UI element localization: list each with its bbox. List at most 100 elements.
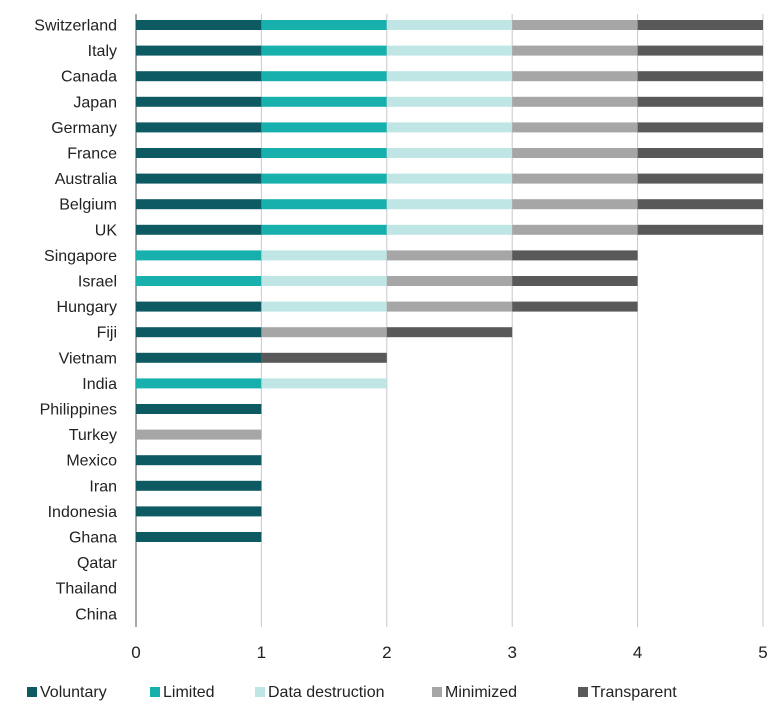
legend: Voluntary Limited Data destruction Minimize… bbox=[27, 684, 677, 701]
bar-ghana-voluntary bbox=[136, 532, 262, 542]
bar-canada-voluntary bbox=[136, 71, 262, 82]
bar-israel-transparent bbox=[512, 276, 638, 286]
category-label: Turkey bbox=[69, 427, 117, 444]
category-label: Canada bbox=[61, 69, 117, 86]
category-label: Hungary bbox=[57, 299, 117, 316]
category-label: Qatar bbox=[77, 555, 118, 572]
bar-belgium-minimized bbox=[512, 199, 638, 210]
legend-label-data-destruction: Data destruction bbox=[268, 684, 385, 701]
bar-germany-transparent bbox=[637, 122, 763, 133]
bar-vietnam-transparent bbox=[261, 352, 387, 363]
bar-india-limited bbox=[136, 378, 262, 389]
category-label: Singapore bbox=[44, 248, 117, 265]
bar-italy-transparent bbox=[637, 45, 763, 56]
bar-fiji-transparent bbox=[386, 327, 513, 338]
category-label: Germany bbox=[51, 120, 117, 137]
gridlines bbox=[135, 14, 764, 627]
x-tick-label: 4 bbox=[633, 643, 642, 662]
legend-swatch-transparent bbox=[578, 687, 588, 697]
bar-vietnam-voluntary bbox=[136, 352, 262, 363]
bar-australia-transparent bbox=[637, 173, 763, 184]
bar-australia-minimized bbox=[512, 173, 638, 184]
bar-switzerland-limited bbox=[261, 20, 387, 30]
bar-hungary-minimized bbox=[386, 301, 513, 312]
category-label: Japan bbox=[73, 94, 117, 111]
bar-france-data-destruction bbox=[386, 148, 513, 158]
bar-singapore-data-destruction bbox=[261, 250, 387, 261]
bar-switzerland-voluntary bbox=[136, 20, 262, 30]
bar-germany-minimized bbox=[512, 122, 638, 133]
category-label: Indonesia bbox=[48, 504, 117, 521]
legend-swatch-voluntary bbox=[27, 687, 37, 697]
bar-japan-limited bbox=[261, 96, 387, 107]
bar-switzerland-data-destruction bbox=[386, 20, 513, 30]
bar-belgium-voluntary bbox=[136, 199, 262, 210]
category-label: China bbox=[75, 606, 117, 623]
legend-swatch-data-destruction bbox=[255, 687, 265, 697]
bar-belgium-data-destruction bbox=[386, 199, 513, 210]
category-label: Philippines bbox=[40, 402, 117, 419]
bar-switzerland-transparent bbox=[637, 20, 763, 30]
bar-canada-transparent bbox=[637, 71, 763, 82]
bar-japan-minimized bbox=[512, 96, 638, 107]
category-label: Vietnam bbox=[59, 350, 117, 367]
bar-fiji-voluntary bbox=[136, 327, 262, 338]
bar-japan-data-destruction bbox=[386, 96, 513, 107]
category-label: Thailand bbox=[56, 581, 117, 598]
bar-hungary-transparent bbox=[512, 301, 638, 312]
bars bbox=[136, 20, 763, 542]
x-tick-label: 0 bbox=[131, 643, 140, 662]
category-label: Fiji bbox=[97, 325, 117, 342]
legend-label-transparent: Transparent bbox=[591, 684, 677, 701]
category-label: India bbox=[82, 376, 117, 393]
legend-swatch-limited bbox=[150, 687, 160, 697]
bar-singapore-limited bbox=[136, 250, 262, 261]
category-label: France bbox=[67, 146, 117, 163]
bar-singapore-minimized bbox=[386, 250, 513, 261]
category-labels: Switzerland Italy Canada Japan Germany France… bbox=[34, 18, 117, 624]
category-label: Belgium bbox=[59, 197, 117, 214]
category-label: Ghana bbox=[69, 530, 117, 547]
bar-germany-limited bbox=[261, 122, 387, 133]
x-tick-label: 2 bbox=[382, 643, 391, 662]
bar-france-limited bbox=[261, 148, 387, 158]
bar-uk-minimized bbox=[512, 224, 638, 235]
x-tick-label: 3 bbox=[507, 643, 516, 662]
legend-label-minimized: Minimized bbox=[445, 684, 517, 701]
bar-uk-limited bbox=[261, 224, 387, 235]
bar-canada-limited bbox=[261, 71, 387, 82]
bar-fiji-minimized bbox=[261, 327, 387, 338]
bar-italy-data-destruction bbox=[386, 45, 513, 56]
bar-canada-data-destruction bbox=[386, 71, 513, 82]
bar-uk-data-destruction bbox=[386, 224, 513, 235]
bar-turkey-minimized bbox=[136, 429, 262, 440]
bar-australia-voluntary bbox=[136, 173, 262, 184]
bar-iran-voluntary bbox=[136, 480, 262, 491]
bar-israel-data-destruction bbox=[261, 276, 387, 286]
x-tick-label: 1 bbox=[257, 643, 266, 662]
bar-hungary-data-destruction bbox=[261, 301, 387, 312]
bar-australia-data-destruction bbox=[386, 173, 513, 184]
legend-swatch-minimized bbox=[432, 687, 442, 697]
bar-belgium-transparent bbox=[637, 199, 763, 210]
bar-france-voluntary bbox=[136, 148, 262, 158]
bar-israel-minimized bbox=[386, 276, 513, 286]
bar-mexico-voluntary bbox=[136, 455, 262, 466]
legend-label-limited: Limited bbox=[163, 684, 215, 701]
bar-germany-data-destruction bbox=[386, 122, 513, 133]
bar-uk-voluntary bbox=[136, 224, 262, 235]
bar-japan-transparent bbox=[637, 96, 763, 107]
bar-france-transparent bbox=[637, 148, 763, 158]
category-label: Switzerland bbox=[34, 18, 117, 35]
x-axis: 0 1 2 3 4 5 bbox=[131, 643, 767, 662]
category-label: UK bbox=[95, 222, 118, 239]
bar-israel-limited bbox=[136, 276, 262, 286]
bar-canada-minimized bbox=[512, 71, 638, 82]
x-tick-label: 5 bbox=[758, 643, 767, 662]
bar-germany-voluntary bbox=[136, 122, 262, 133]
bar-india-data-destruction bbox=[261, 378, 387, 389]
category-label: Mexico bbox=[66, 453, 117, 470]
category-label: Israel bbox=[78, 274, 117, 291]
bar-italy-voluntary bbox=[136, 45, 262, 56]
bar-switzerland-minimized bbox=[512, 20, 638, 30]
